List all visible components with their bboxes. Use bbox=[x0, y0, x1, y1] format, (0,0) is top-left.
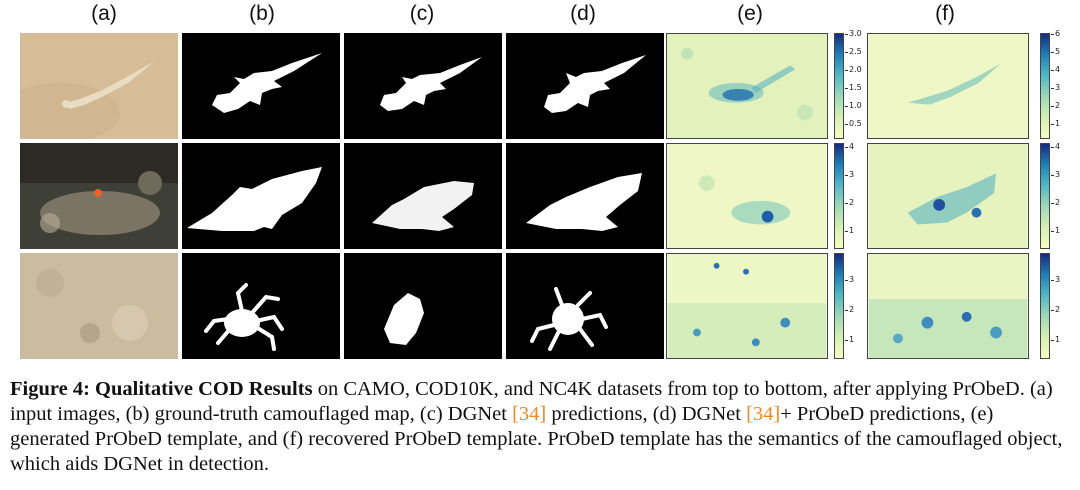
cbar-tick: 1 bbox=[1050, 335, 1061, 344]
cbar-tick: 3 bbox=[844, 275, 855, 284]
dgnet-prediction-row1 bbox=[344, 33, 502, 139]
generated-template-row1 bbox=[666, 33, 828, 139]
cbar-tick: 2 bbox=[844, 198, 855, 207]
column-label-d: (d) bbox=[570, 2, 596, 25]
cbar-tick: 1 bbox=[1050, 119, 1061, 128]
cbar-tick: 2 bbox=[844, 305, 855, 314]
colorbar-e-row2 bbox=[834, 143, 844, 249]
cbar-tick: 3 bbox=[844, 170, 855, 179]
cbar-tick: 3 bbox=[1050, 170, 1061, 179]
dgnet-prediction-row2 bbox=[344, 143, 502, 249]
crab-probed-mask bbox=[530, 287, 608, 351]
ground-truth-row1 bbox=[182, 33, 340, 139]
lizard-gt-mask bbox=[212, 53, 322, 113]
generated-template-row2 bbox=[666, 143, 828, 249]
crab-photo bbox=[20, 253, 178, 359]
fish-photo bbox=[20, 143, 178, 249]
column-label-a: (a) bbox=[91, 2, 117, 25]
citation-link[interactable]: [34] bbox=[512, 403, 547, 425]
cbar-tick: 2 bbox=[1050, 198, 1061, 207]
cbar-tick: 3 bbox=[1050, 275, 1061, 284]
cbar-tick: 4 bbox=[1050, 142, 1061, 151]
recovered-template-heatmap-row2 bbox=[868, 144, 1028, 248]
cbar-tick: 4 bbox=[844, 142, 855, 151]
crab-gt-mask bbox=[204, 283, 284, 351]
cbar-tick: 3 bbox=[1050, 83, 1061, 92]
cbar-tick: 6 bbox=[1050, 29, 1061, 38]
colorbar-e-row1 bbox=[834, 33, 844, 139]
dgnet-probed-prediction-row1 bbox=[506, 33, 664, 139]
input-image-row1 bbox=[20, 33, 178, 139]
cbar-tick: 4 bbox=[1050, 65, 1061, 74]
caption-text-1: on CAMO, COD10K, and NC4K datasets from … bbox=[10, 378, 1053, 425]
recovered-template-row2 bbox=[867, 143, 1029, 249]
lizard-dgnet-mask bbox=[380, 57, 482, 111]
recovered-template-row3 bbox=[867, 253, 1029, 359]
fish-probed-mask bbox=[526, 173, 642, 231]
recovered-template-heatmap-row3 bbox=[868, 254, 1028, 358]
generated-template-heatmap-row1 bbox=[667, 34, 827, 138]
ground-truth-row3 bbox=[182, 253, 340, 359]
dgnet-prediction-row3 bbox=[344, 253, 502, 359]
citation-link[interactable]: [34] bbox=[746, 403, 781, 425]
lizard-photo bbox=[20, 33, 178, 139]
figure-caption: Figure 4: Qualitative COD Results on CAM… bbox=[10, 377, 1072, 477]
colorbar-e-row3 bbox=[834, 253, 844, 359]
column-label-e: (e) bbox=[737, 2, 763, 25]
cbar-tick: 1 bbox=[844, 335, 855, 344]
cbar-tick: 1 bbox=[844, 226, 855, 235]
fish-dgnet-mask bbox=[372, 181, 474, 231]
recovered-template-row1 bbox=[867, 33, 1029, 139]
column-label-f: (f) bbox=[935, 2, 955, 25]
fish-gt-mask bbox=[187, 167, 322, 231]
caption-text-2: predictions, (d) DGNet bbox=[546, 403, 747, 425]
column-label-b: (b) bbox=[249, 2, 275, 25]
colorbar-f-row2 bbox=[1040, 143, 1050, 249]
column-label-c: (c) bbox=[409, 2, 435, 25]
colorbar-f-row1 bbox=[1040, 33, 1050, 139]
dgnet-probed-prediction-row3 bbox=[506, 253, 664, 359]
cbar-tick: 5 bbox=[1050, 47, 1061, 56]
recovered-template-heatmap-row1 bbox=[868, 34, 1028, 138]
input-image-row3 bbox=[20, 253, 178, 359]
input-image-row2 bbox=[20, 143, 178, 249]
colorbar-f-row3 bbox=[1040, 253, 1050, 359]
generated-template-heatmap-row3 bbox=[667, 254, 827, 358]
cbar-tick: 2 bbox=[1050, 101, 1061, 110]
crab-dgnet-mask bbox=[384, 293, 424, 345]
figure-label: Figure 4: bbox=[10, 378, 90, 400]
generated-template-row3 bbox=[666, 253, 828, 359]
cbar-tick: 1.5 bbox=[845, 83, 862, 92]
cbar-tick: 2.0 bbox=[845, 65, 862, 74]
dgnet-probed-prediction-row2 bbox=[506, 143, 664, 249]
cbar-tick: 3.0 bbox=[845, 29, 862, 38]
figure-title: Qualitative COD Results bbox=[95, 378, 313, 400]
cbar-tick: 1 bbox=[1050, 226, 1061, 235]
lizard-probed-mask bbox=[544, 55, 646, 113]
ground-truth-row2 bbox=[182, 143, 340, 249]
generated-template-heatmap-row2 bbox=[667, 144, 827, 248]
caption-text-3: + PrObeD predictions, (e) generated PrOb… bbox=[10, 403, 1063, 475]
cbar-tick: 1.0 bbox=[845, 101, 862, 110]
cbar-tick: 2.5 bbox=[845, 47, 862, 56]
cbar-tick: 0.5 bbox=[845, 119, 862, 128]
cbar-tick: 2 bbox=[1050, 305, 1061, 314]
